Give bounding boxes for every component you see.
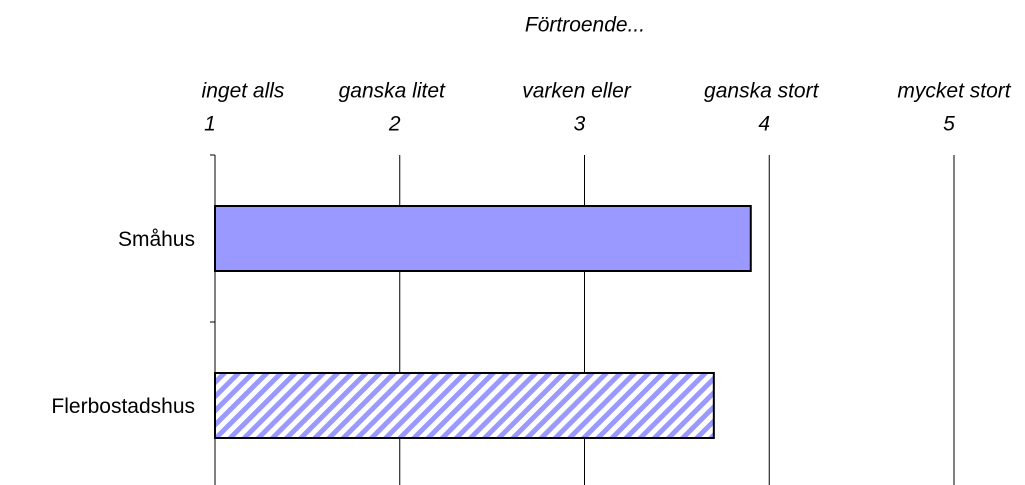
- y-tick-label: Småhus: [118, 228, 195, 251]
- bar: [214, 372, 715, 439]
- x-tick-label: 3: [574, 113, 586, 136]
- chart-title: Förtroende...: [525, 14, 645, 37]
- y-tick-label: Flerbostadshus: [51, 395, 195, 418]
- bar: [214, 205, 752, 272]
- x-tick-word: varken eller: [522, 80, 632, 103]
- x-tick-word: ganska litet: [339, 80, 446, 103]
- x-tick-label: 4: [758, 113, 770, 136]
- x-tick-label: 2: [388, 113, 401, 136]
- x-tick-word: inget alls: [202, 80, 285, 103]
- x-tick-label: 1: [204, 113, 216, 136]
- x-tick-word: ganska stort: [704, 80, 820, 103]
- x-tick-word: mycket stort: [897, 80, 1011, 103]
- x-tick-label: 5: [943, 113, 955, 136]
